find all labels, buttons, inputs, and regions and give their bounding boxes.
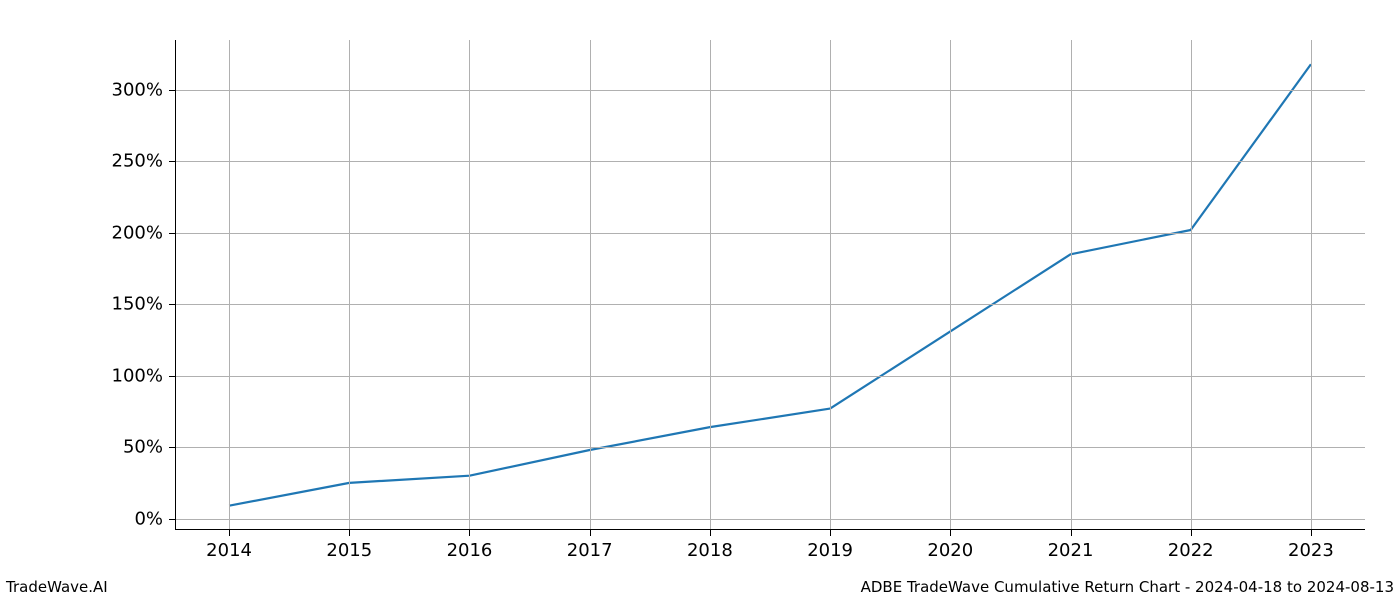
x-gridline	[590, 40, 591, 530]
footer-left-label: TradeWave.AI	[6, 578, 108, 596]
x-axis-spine	[175, 529, 1365, 530]
y-gridline	[175, 447, 1365, 448]
footer-right-label: ADBE TradeWave Cumulative Return Chart -…	[861, 578, 1394, 596]
x-tick	[590, 530, 591, 536]
x-gridline	[1071, 40, 1072, 530]
x-tick-label: 2018	[687, 540, 733, 561]
y-tick-label: 100%	[112, 365, 163, 386]
y-gridline	[175, 233, 1365, 234]
y-gridline	[175, 161, 1365, 162]
line-svg	[175, 40, 1365, 530]
x-tick	[710, 530, 711, 536]
x-tick	[349, 530, 350, 536]
x-tick-label: 2016	[447, 540, 493, 561]
x-gridline	[349, 40, 350, 530]
x-gridline	[229, 40, 230, 530]
x-gridline	[950, 40, 951, 530]
y-tick-label: 0%	[134, 508, 163, 529]
x-tick-label: 2015	[326, 540, 372, 561]
x-tick-label: 2023	[1288, 540, 1334, 561]
x-tick	[1311, 530, 1312, 536]
x-tick	[950, 530, 951, 536]
x-tick-label: 2022	[1168, 540, 1214, 561]
x-tick	[830, 530, 831, 536]
chart-container: 2014 2015 2016 2017 2018 2019 2020 2021 2022 2023…	[0, 0, 1400, 600]
x-tick-label: 2017	[567, 540, 613, 561]
x-tick-label: 2020	[927, 540, 973, 561]
y-tick-label: 300%	[112, 80, 163, 101]
x-tick	[1071, 530, 1072, 536]
x-gridline	[469, 40, 470, 530]
x-tick	[469, 530, 470, 536]
y-gridline	[175, 376, 1365, 377]
x-tick	[229, 530, 230, 536]
x-tick-label: 2019	[807, 540, 853, 561]
plot-area: 2014201520162017201820192020202120222023…	[175, 40, 1365, 530]
y-gridline	[175, 304, 1365, 305]
x-tick	[1191, 530, 1192, 536]
x-gridline	[1311, 40, 1312, 530]
series-line-cumulative-return	[229, 64, 1311, 505]
y-gridline	[175, 519, 1365, 520]
y-axis-spine	[175, 40, 176, 530]
y-gridline	[175, 90, 1365, 91]
x-gridline	[710, 40, 711, 530]
y-tick-label: 150%	[112, 294, 163, 315]
x-gridline	[1191, 40, 1192, 530]
y-tick-label: 200%	[112, 222, 163, 243]
y-tick-label: 250%	[112, 151, 163, 172]
x-gridline	[830, 40, 831, 530]
x-tick-label: 2014	[206, 540, 252, 561]
x-tick-label: 2021	[1048, 540, 1094, 561]
y-tick-label: 50%	[123, 437, 163, 458]
